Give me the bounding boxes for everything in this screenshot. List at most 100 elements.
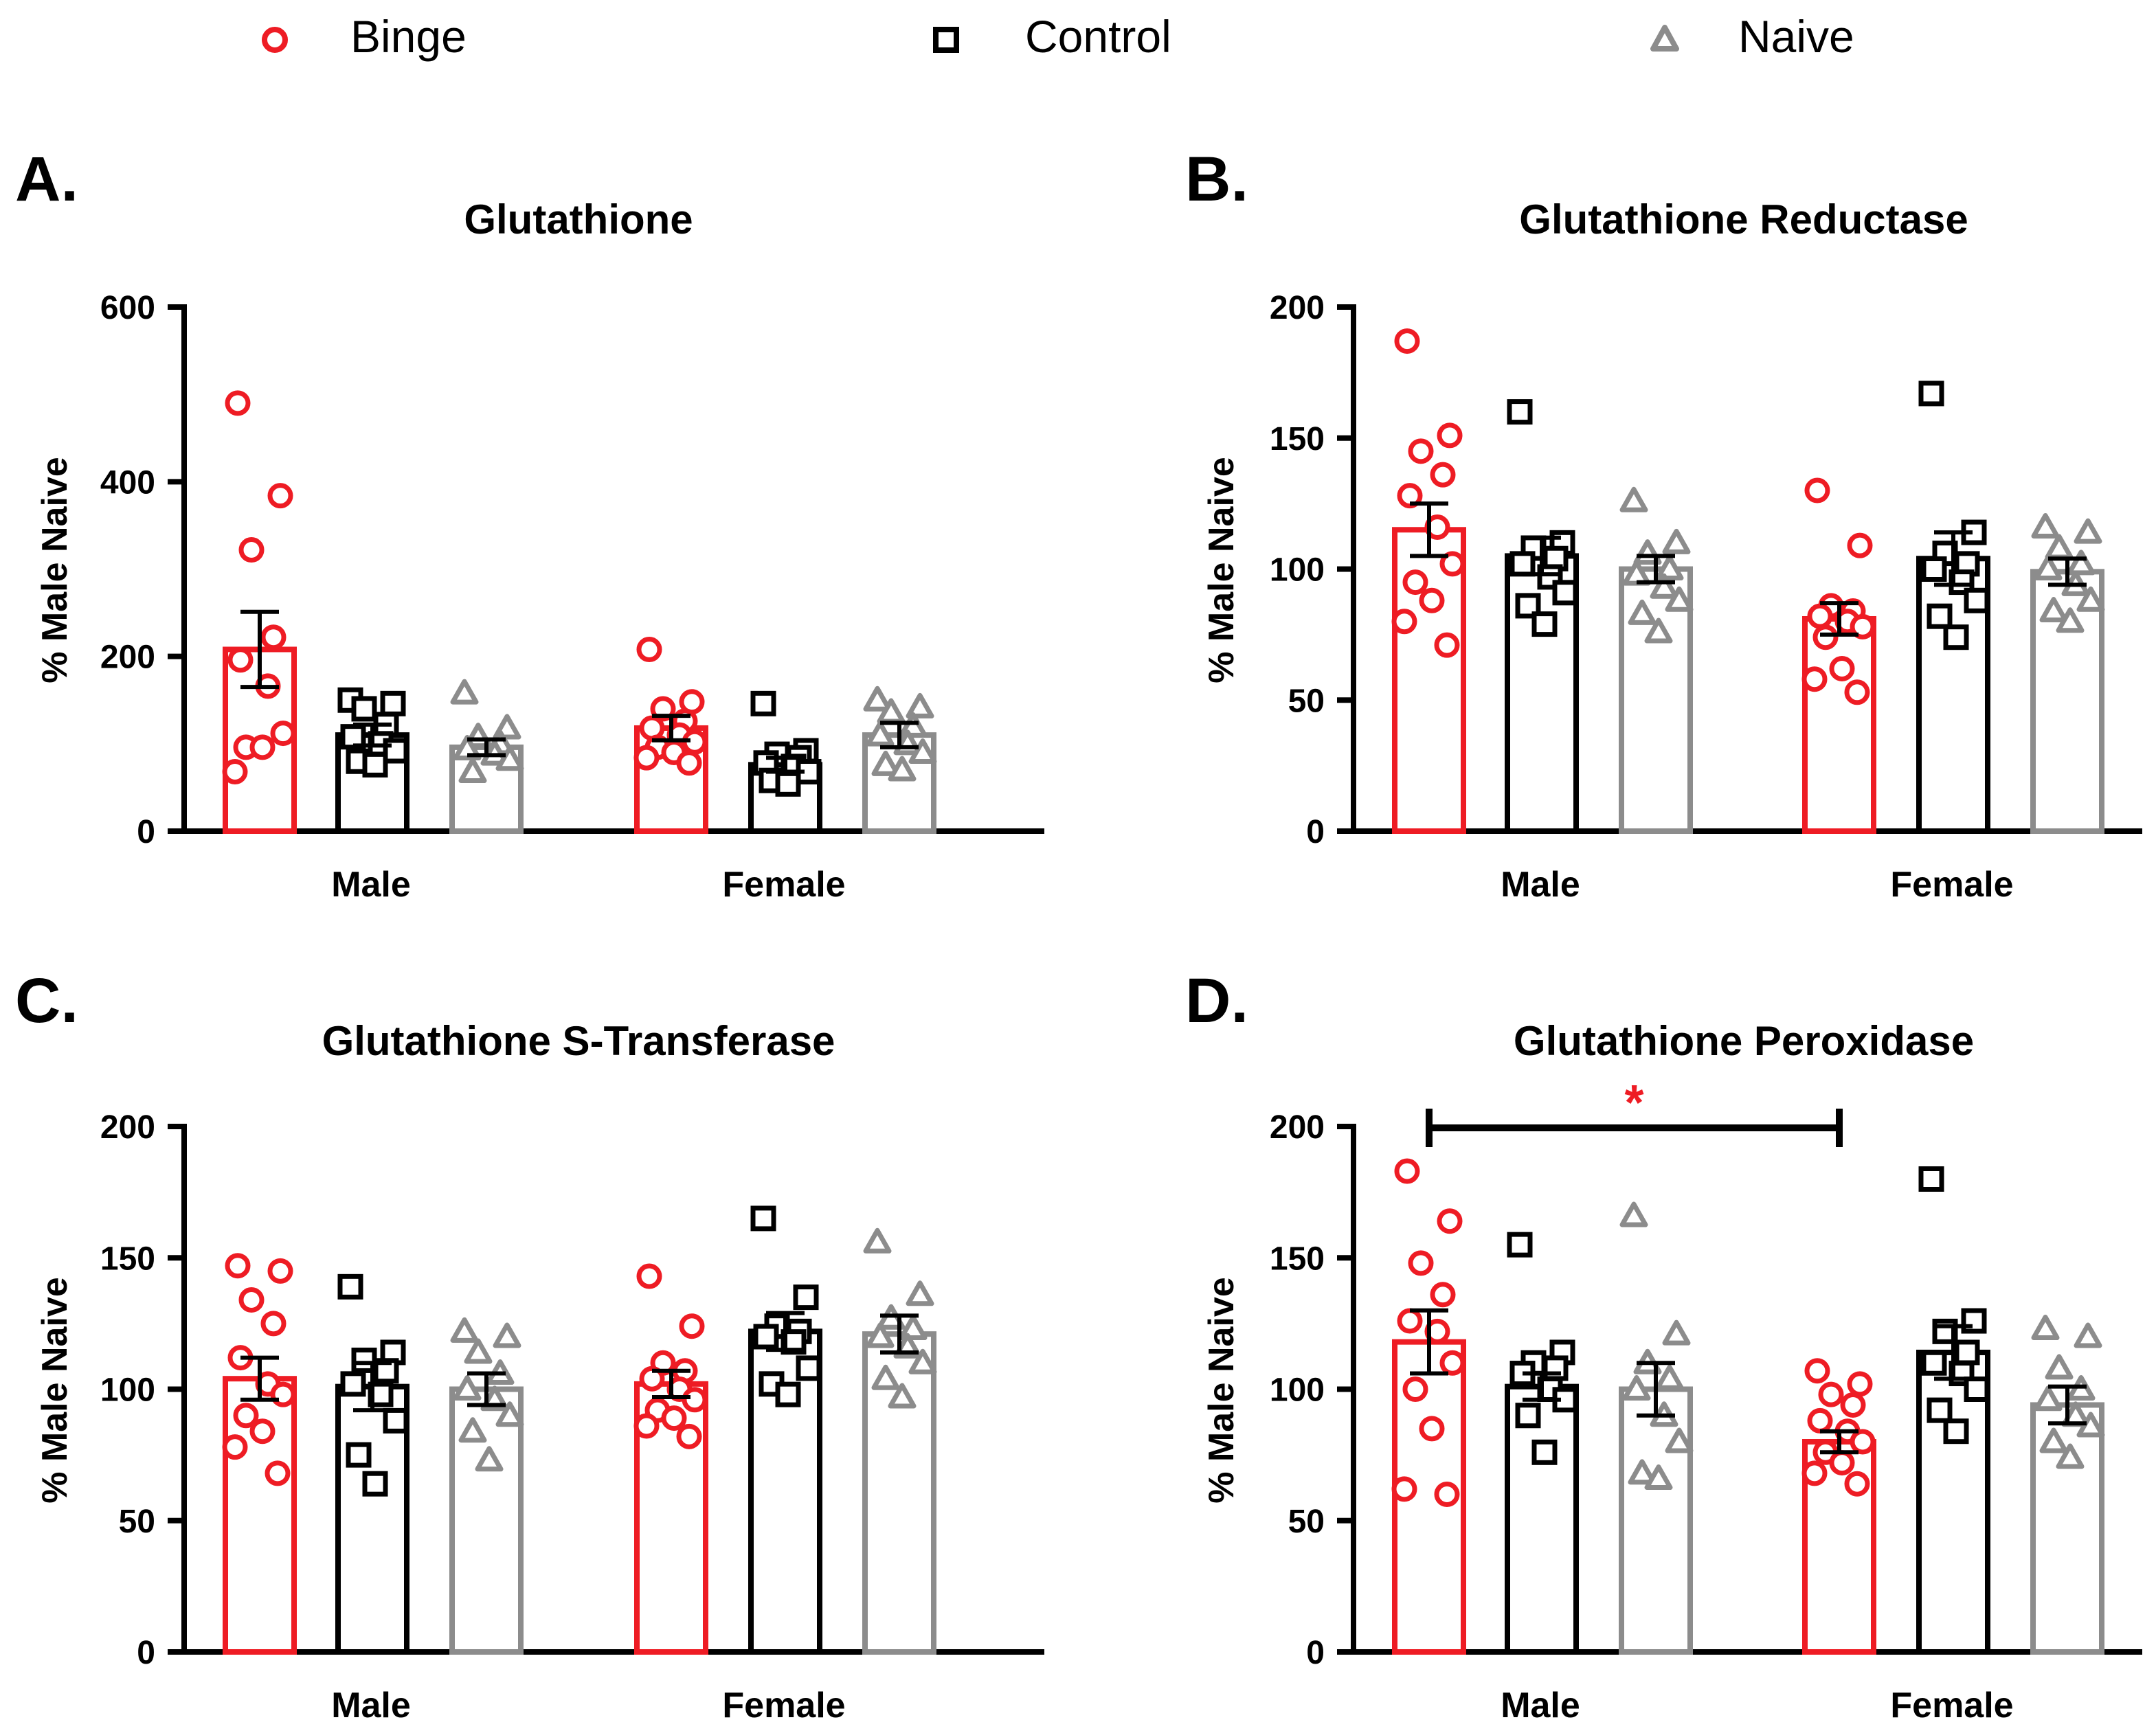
data-point-naive	[1665, 1427, 1694, 1453]
data-point-binge	[1829, 655, 1855, 681]
data-point-naive	[888, 756, 917, 782]
data-point-naive	[475, 1446, 504, 1472]
data-point-naive	[2076, 586, 2105, 612]
data-point-binge	[225, 390, 251, 416]
y-tick-label: 200	[100, 639, 155, 676]
data-point-control	[362, 1471, 388, 1497]
data-point-naive	[2074, 1322, 2102, 1348]
data-point-naive	[2031, 512, 2060, 539]
data-point-binge	[265, 1460, 291, 1486]
y-axis-label-b: % Male Naive	[1202, 457, 1242, 683]
bar-naive-female	[2030, 1402, 2104, 1655]
y-tick-label: 0	[1306, 1635, 1325, 1671]
y-tick-label: 150	[1270, 1241, 1325, 1277]
data-point-naive	[1650, 573, 1678, 599]
data-point-binge	[1840, 1392, 1866, 1418]
data-point-naive	[493, 1322, 521, 1348]
data-point-naive	[871, 750, 900, 776]
data-point-binge	[260, 1311, 287, 1337]
data-point-binge	[270, 721, 296, 747]
data-point-binge	[682, 1387, 708, 1413]
data-point-binge	[1807, 603, 1833, 629]
data-point-binge	[1408, 1250, 1434, 1276]
data-point-binge	[1804, 477, 1830, 503]
data-point-control	[775, 1381, 801, 1407]
panel-label-a: A.	[15, 144, 78, 214]
x-tick-label: Male	[331, 865, 411, 905]
data-point-control	[1531, 1439, 1558, 1465]
data-point-binge	[1397, 1308, 1423, 1334]
y-tick-label: 100	[100, 1372, 155, 1409]
panel-a: A. Glutathione % Male Naive 0 200 400 600 Ma…	[15, 144, 1044, 905]
legend-label-control: Control	[1025, 11, 1171, 62]
data-point-binge	[238, 537, 265, 563]
data-point-control	[750, 690, 776, 716]
y-tick-label: 50	[1288, 1504, 1325, 1540]
data-point-naive	[871, 1364, 900, 1390]
data-point-control	[340, 1371, 366, 1397]
data-point-binge	[1408, 438, 1434, 464]
data-point-binge	[633, 1413, 660, 1439]
data-point-naive	[863, 1227, 892, 1254]
data-point-naive	[2056, 1443, 2085, 1469]
data-point-control	[750, 1205, 776, 1232]
y-tick-label: 50	[119, 1504, 155, 1540]
data-point-binge	[238, 1287, 265, 1313]
data-point-binge	[1850, 1429, 1876, 1455]
data-point-naive	[866, 1322, 895, 1348]
data-point-control	[1507, 1232, 1533, 1258]
data-point-binge	[222, 1434, 248, 1460]
panel-title-a: Glutathione	[464, 196, 693, 242]
data-point-binge	[1430, 462, 1456, 488]
data-point-naive	[1665, 586, 1694, 612]
y-tick-label: 0	[137, 814, 155, 850]
data-point-binge	[249, 1418, 276, 1445]
data-point-naive	[863, 686, 892, 712]
panel-title-d: Glutathione Peroxidase	[1514, 1018, 1974, 1064]
data-point-naive	[2034, 555, 2063, 580]
data-point-naive	[1622, 1375, 1651, 1401]
data-point-binge	[1402, 569, 1428, 596]
y-tick-label: 100	[1270, 552, 1325, 589]
legend: Binge Control Naive	[262, 11, 1854, 62]
data-point-binge	[636, 1263, 662, 1289]
panel-title-c: Glutathione S-Transferase	[322, 1018, 835, 1064]
data-point-naive	[495, 1401, 524, 1427]
data-point-binge	[1397, 483, 1423, 509]
data-point-naive	[1628, 1459, 1657, 1485]
data-point-binge	[1391, 609, 1417, 635]
legend-label-naive: Naive	[1738, 11, 1854, 62]
data-point-binge	[676, 1423, 702, 1449]
x-tick-label: Female	[1890, 1686, 2013, 1725]
data-point-naive	[2031, 1315, 2060, 1341]
data-point-binge	[1391, 1476, 1417, 1502]
data-point-binge	[1847, 532, 1873, 558]
data-point-binge	[1850, 613, 1876, 639]
data-point-binge	[639, 1366, 665, 1392]
data-point-naive	[888, 1383, 917, 1409]
data-point-control	[1531, 611, 1558, 637]
data-point-control	[362, 751, 388, 778]
data-point-naive	[2045, 534, 2074, 560]
panel-b: B. Glutathione Reductase % Male Naive 0 5…	[1185, 144, 2142, 905]
data-point-naive	[2034, 1385, 2063, 1412]
data-point-binge	[222, 759, 248, 785]
y-tick-label: 600	[100, 290, 155, 326]
data-point-binge	[1812, 624, 1839, 650]
y-tick-label: 0	[137, 1635, 155, 1671]
data-point-binge	[227, 647, 254, 673]
data-point-naive	[1655, 555, 1684, 580]
panel-label-c: C.	[15, 966, 78, 1036]
data-point-naive	[2039, 1427, 2068, 1453]
data-point-naive	[2056, 607, 2085, 633]
data-point-binge	[1419, 1416, 1445, 1442]
x-tick-label: Female	[722, 865, 845, 905]
data-point-naive	[495, 745, 524, 771]
data-point-control	[1943, 1418, 1969, 1445]
data-point-control	[793, 1284, 819, 1311]
data-point-naive	[2039, 597, 2068, 623]
data-point-control	[1927, 1397, 1953, 1423]
data-point-control	[753, 1324, 779, 1350]
y-axis-label-c: % Male Naive	[35, 1277, 75, 1504]
data-point-binge	[1829, 1450, 1855, 1476]
